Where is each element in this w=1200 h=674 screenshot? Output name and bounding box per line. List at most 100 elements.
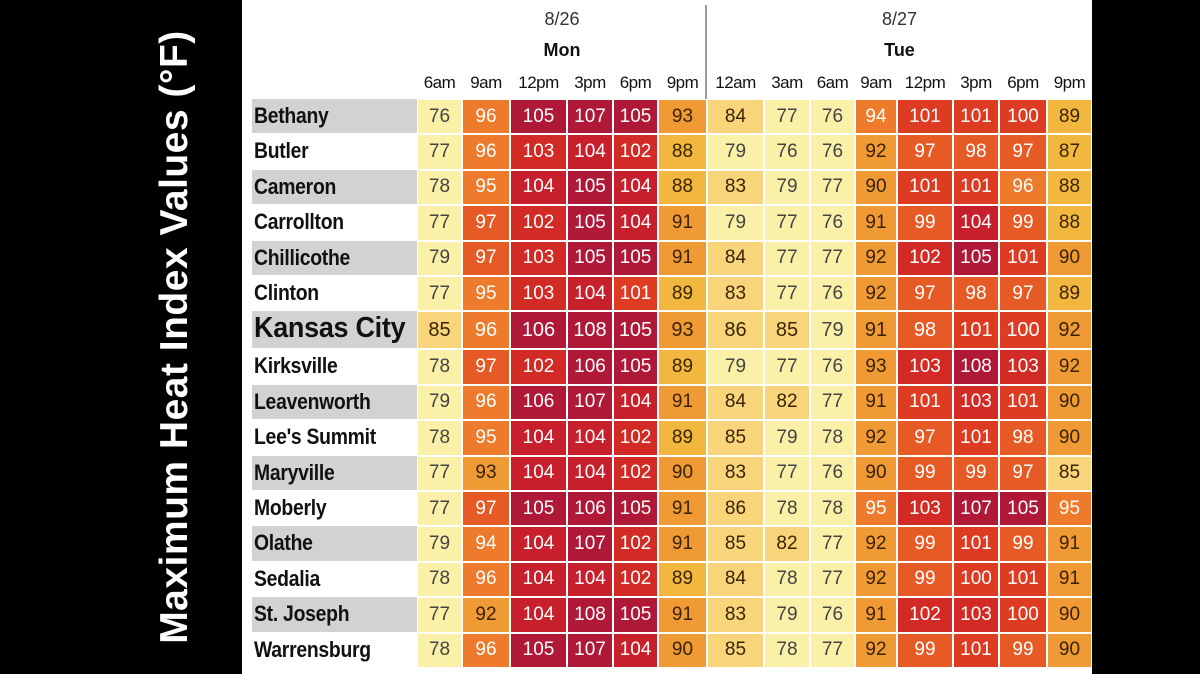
heat-cell: 91	[658, 526, 707, 562]
heat-cell: 77	[810, 632, 855, 668]
heat-cell: 90	[1047, 632, 1092, 668]
heat-cell: 94	[462, 526, 510, 562]
heat-cell: 104	[567, 276, 613, 312]
heat-cell: 78	[764, 561, 810, 598]
heat-cell: 101	[999, 240, 1047, 276]
heat-cell: 93	[462, 455, 510, 491]
heat-cell: 107	[567, 632, 613, 668]
heat-cell: 103	[953, 384, 999, 421]
heat-cell: 90	[658, 455, 707, 491]
heat-cell: 77	[417, 597, 462, 633]
city-label: St. Joseph	[254, 601, 350, 627]
time-label: 3pm	[574, 73, 606, 92]
heat-cell: 107	[567, 384, 613, 421]
city-label: Moberly	[254, 495, 327, 520]
heat-cell: 92	[462, 597, 510, 633]
heat-cell: 105	[510, 491, 567, 527]
heat-cell: 93	[658, 311, 707, 350]
heat-cell: 99	[999, 526, 1047, 562]
heat-cell: 104	[510, 420, 567, 456]
heat-cell: 104	[510, 526, 567, 562]
heat-cell: 97	[897, 420, 953, 456]
time-label: 12pm	[904, 73, 946, 92]
heat-cell: 78	[417, 169, 462, 206]
heat-cell: 76	[810, 276, 855, 312]
time-label: 3pm	[960, 73, 992, 92]
heat-cell: 76	[810, 205, 855, 241]
heat-cell: 100	[999, 99, 1047, 135]
heat-cell: 91	[1047, 526, 1092, 562]
heat-cell: 91	[855, 597, 897, 633]
heat-cell: 95	[462, 276, 510, 312]
heat-cell: 105	[613, 491, 658, 527]
heat-cell: 97	[999, 134, 1047, 170]
heat-cell: 90	[1047, 240, 1092, 276]
heat-cell: 96	[999, 169, 1047, 206]
heat-cell: 84	[707, 561, 764, 598]
heat-cell: 90	[658, 632, 707, 668]
heat-cell: 102	[897, 597, 953, 633]
heat-cell: 85	[417, 311, 462, 350]
time-label: 12am	[715, 73, 756, 92]
heat-cell: 105	[613, 349, 658, 385]
heat-cell: 99	[897, 455, 953, 491]
heat-cell: 102	[613, 561, 658, 598]
heat-cell: 105	[567, 169, 613, 206]
time-label: 9pm	[1053, 73, 1086, 92]
heat-cell: 77	[764, 276, 810, 312]
heat-cell: 108	[567, 597, 613, 633]
heat-cell: 99	[897, 205, 953, 241]
heat-cell: 105	[613, 597, 658, 633]
heat-cell: 97	[897, 134, 953, 170]
heat-cell: 101	[897, 169, 953, 206]
day-name: Tue	[884, 40, 915, 60]
heat-cell: 99	[897, 561, 953, 598]
heat-cell: 83	[707, 597, 764, 633]
heat-cell: 103	[510, 276, 567, 312]
heat-cell: 92	[855, 276, 897, 312]
heat-cell: 106	[567, 349, 613, 385]
heat-cell: 77	[417, 205, 462, 241]
heat-cell: 85	[707, 632, 764, 668]
heat-cell: 92	[855, 561, 897, 598]
heat-cell: 105	[613, 311, 658, 350]
heat-cell: 105	[510, 99, 567, 135]
heat-cell: 108	[567, 311, 613, 350]
heat-cell: 79	[707, 205, 764, 241]
heat-cell: 101	[953, 632, 999, 668]
heat-cell: 77	[810, 240, 855, 276]
heat-cell: 88	[658, 169, 707, 206]
heat-cell: 79	[417, 240, 462, 276]
title-panel	[108, 0, 242, 674]
heat-cell: 104	[510, 597, 567, 633]
heat-cell: 107	[953, 491, 999, 527]
heat-cell: 105	[510, 632, 567, 668]
heat-cell: 87	[1047, 134, 1092, 170]
heat-cell: 89	[658, 420, 707, 456]
heat-cell: 77	[764, 349, 810, 385]
heat-cell: 77	[764, 455, 810, 491]
heat-cell: 91	[1047, 561, 1092, 598]
heat-cell: 101	[953, 526, 999, 562]
heat-cell: 77	[417, 491, 462, 527]
heat-cell: 91	[658, 384, 707, 421]
heat-cell: 108	[953, 349, 999, 385]
heat-cell: 99	[953, 455, 999, 491]
heat-cell: 77	[810, 526, 855, 562]
heat-cell: 78	[417, 420, 462, 456]
heat-cell: 96	[462, 632, 510, 668]
heat-cell: 79	[764, 169, 810, 206]
heat-cell: 104	[510, 455, 567, 491]
heat-cell: 84	[707, 99, 764, 135]
heat-cell: 102	[897, 240, 953, 276]
heat-cell: 78	[810, 491, 855, 527]
heat-cell: 79	[707, 349, 764, 385]
heat-cell: 76	[810, 455, 855, 491]
heat-cell: 76	[810, 349, 855, 385]
heat-cell: 96	[462, 384, 510, 421]
heat-cell: 100	[953, 561, 999, 598]
chart-title: Maximum Heat Index Values (°F)	[153, 30, 196, 644]
heat-cell: 89	[658, 561, 707, 598]
heat-cell: 92	[1047, 349, 1092, 385]
heat-cell: 82	[764, 384, 810, 421]
